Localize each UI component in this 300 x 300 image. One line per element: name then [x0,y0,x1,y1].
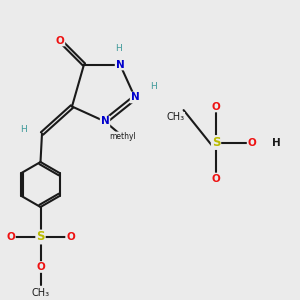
Text: H: H [115,44,122,53]
Text: N: N [116,59,124,70]
Text: O: O [66,232,75,242]
Text: S: S [212,136,220,149]
Text: O: O [248,137,256,148]
Text: CH₃: CH₃ [32,288,50,298]
Text: S: S [36,230,45,244]
Text: N: N [100,116,109,127]
Text: O: O [6,232,15,242]
Text: methyl: methyl [110,132,136,141]
Text: H: H [20,125,27,134]
Text: O: O [212,101,220,112]
Text: H: H [272,137,280,148]
Text: O: O [36,262,45,272]
Text: H: H [150,82,157,91]
Text: O: O [56,35,64,46]
Text: N: N [130,92,140,103]
Text: O: O [212,173,220,184]
Text: CH₃: CH₃ [167,112,184,122]
